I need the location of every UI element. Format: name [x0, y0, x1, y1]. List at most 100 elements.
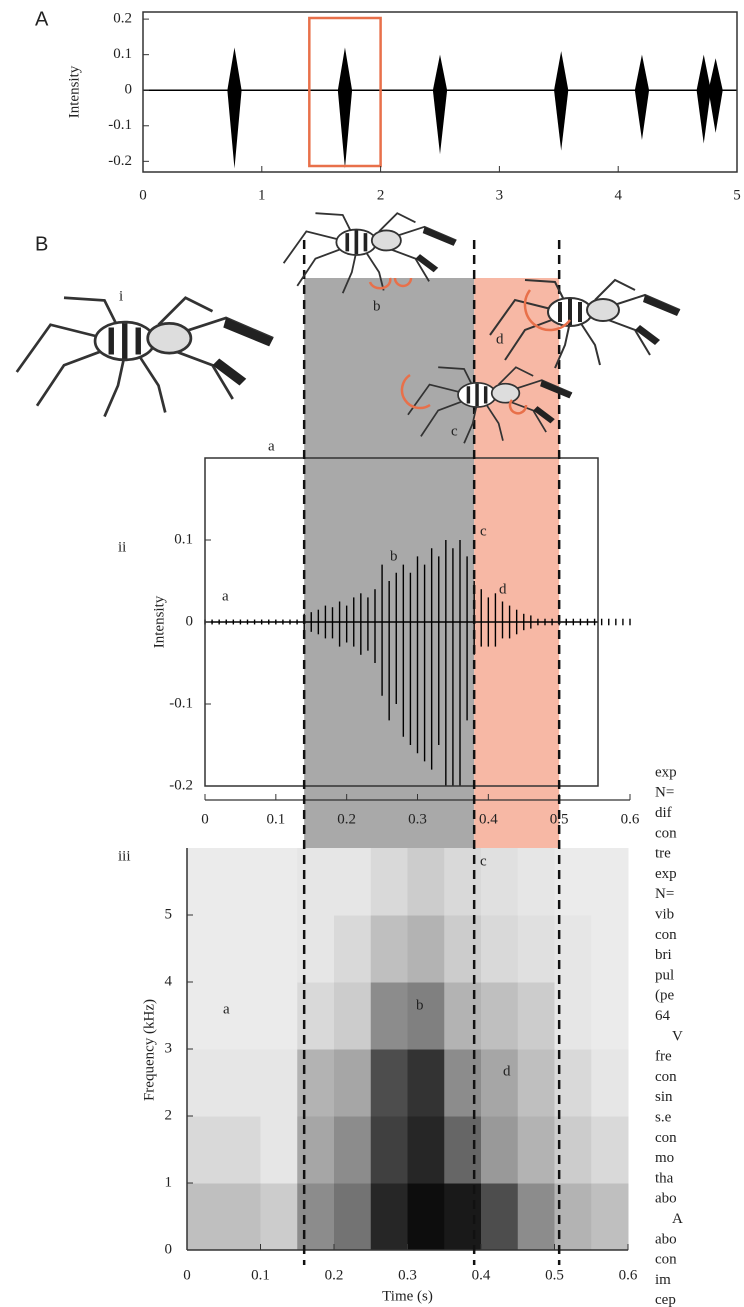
body-text-fragment: tre [655, 846, 671, 862]
spider-illustrations [17, 213, 680, 443]
spectrogram-cell [554, 1049, 592, 1117]
spectrogram-cell [554, 982, 592, 1050]
panel-label: B [35, 233, 48, 255]
spectrogram-cell [187, 848, 225, 916]
y-tick-label: 0.1 [174, 531, 193, 547]
y-tick-label: 4 [165, 973, 173, 989]
spectrogram-cell [591, 982, 629, 1050]
annotation: a [223, 1001, 230, 1017]
body-text-fragment: exp [655, 866, 677, 882]
spectrogram-cell [370, 1049, 408, 1117]
body-text-fragment: mo [655, 1150, 674, 1166]
highlight-box [308, 16, 382, 168]
spectrogram-cell [554, 1116, 592, 1184]
body-text-fragment: con [655, 927, 677, 943]
spectrogram-cell [517, 1183, 555, 1251]
y-tick-label: 0 [165, 1241, 173, 1257]
spectrogram-cell [444, 1049, 482, 1117]
spectrogram-cell [444, 915, 482, 983]
spectrogram-cell [517, 1116, 555, 1184]
x-tick-label: 0 [201, 811, 209, 827]
annotation: d [503, 1063, 511, 1079]
body-text-fragment: abo [655, 1231, 677, 1247]
overlay-layer: exp N= dif con tre exp N= vib con bri pul (pe 64Vfre… [302, 240, 683, 1307]
body-text-fragment: vib [655, 907, 674, 923]
spectrogram-cell [407, 1183, 445, 1251]
spectrogram-cell [297, 982, 335, 1050]
body-text-fragment: 64 [655, 1008, 671, 1024]
spectrogram-cell [554, 915, 592, 983]
annotation: b [416, 997, 424, 1013]
phase-label: d [496, 331, 504, 347]
x-tick-label: 1 [258, 187, 266, 203]
phase-label: a [268, 438, 275, 454]
body-text-fragment: con [655, 1069, 677, 1085]
spectrogram-cell [407, 848, 445, 916]
y-axis-title: Frequency (kHz) [141, 999, 157, 1101]
y-tick-label: 5 [165, 906, 173, 922]
spectrogram-cell [481, 1183, 519, 1251]
x-tick-label: 3 [496, 187, 504, 203]
annotation: a [222, 588, 229, 604]
spectrogram-cell [187, 915, 225, 983]
body-text-fragment: fre [655, 1049, 672, 1065]
x-tick-label: 0 [183, 1267, 191, 1283]
y-tick-label: 3 [165, 1040, 173, 1056]
spectrogram-cell [223, 915, 261, 983]
burst [696, 54, 711, 144]
x-tick-label: 0.6 [619, 1267, 638, 1283]
burst [708, 58, 723, 133]
burst [432, 54, 448, 155]
spectrogram-cell [187, 1183, 225, 1251]
body-text-fragment: V [672, 1028, 683, 1044]
body-text-fragment: con [655, 1252, 677, 1268]
spectrogram-cell [407, 1049, 445, 1117]
x-tick-label: 0.1 [266, 811, 285, 827]
spectrogram-cell [297, 1049, 335, 1117]
spectrogram-cell [370, 848, 408, 916]
sub-label: iii [118, 848, 131, 864]
spectrogram-cell [407, 1116, 445, 1184]
body-text-fragment: A [672, 1211, 683, 1227]
plot-frame [142, 11, 738, 173]
spectrogram-cell [334, 1116, 372, 1184]
x-tick-label: 0.1 [251, 1267, 270, 1283]
plot-layer: 0 1 2 3 4 5 0.2 0.1 0 -0.1 -0.2 Intensity 0 0.1 0.2 0.3… [66, 11, 740, 1305]
spectrogram-cell [444, 848, 482, 916]
spectrogram-cell [591, 848, 629, 916]
y-tick-label: 0.2 [113, 11, 132, 27]
body-text-fragment: s.e [655, 1110, 672, 1126]
annotation: d [499, 581, 507, 597]
burst [554, 51, 569, 151]
spectrogram-cell [517, 982, 555, 1050]
x-tick-label: 2 [377, 187, 385, 203]
spectrogram-cell [223, 1116, 261, 1184]
phase-label: c [451, 423, 458, 439]
spectrogram-cell [297, 1116, 335, 1184]
x-tick-label: 0.5 [545, 1267, 564, 1283]
phase-label: b [373, 298, 381, 314]
y-tick-label: 0 [186, 613, 194, 629]
spectrogram-cell [554, 848, 592, 916]
x-axis-title: Time (s) [382, 1288, 433, 1304]
spectrogram-cell [187, 1049, 225, 1117]
annotation: c [480, 853, 487, 869]
y-tick-label: 0 [125, 82, 133, 98]
x-tick-label: 0.2 [337, 811, 356, 827]
spectrogram-cell [444, 1183, 482, 1251]
spectrogram-cell [260, 915, 298, 983]
spectrogram-cell [481, 1116, 519, 1184]
x-tick-label: 0.5 [550, 811, 569, 827]
x-tick-label: 0.3 [398, 1267, 417, 1283]
spectrogram-cell [517, 915, 555, 983]
spectrogram-cell [187, 1116, 225, 1184]
body-text-fragment: N= [655, 785, 674, 801]
body-text-fragment: sin [655, 1089, 673, 1105]
y-tick-label: -0.1 [108, 117, 132, 133]
x-tick-label: 0 [139, 187, 147, 203]
spectrogram-cell [334, 848, 372, 916]
y-tick-label: -0.2 [169, 777, 193, 793]
body-text-fragment: exp [655, 764, 677, 780]
